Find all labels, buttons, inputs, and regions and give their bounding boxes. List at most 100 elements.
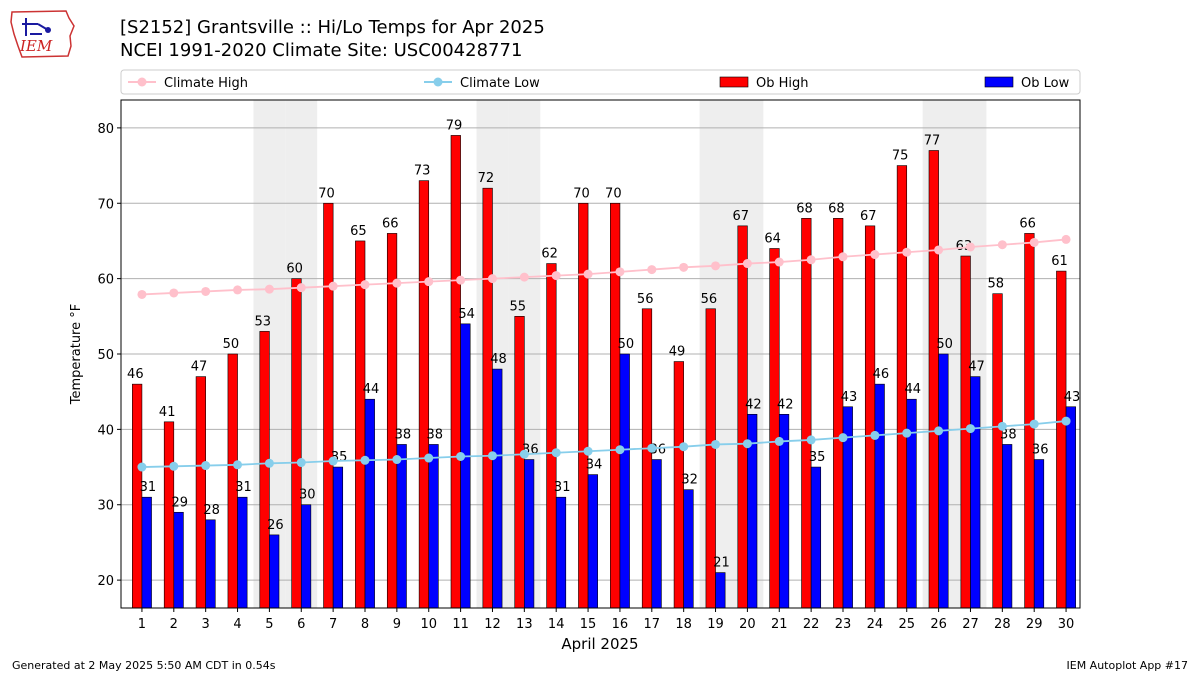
ob-low-bar	[237, 496, 248, 609]
x-tick-label: 19	[707, 617, 724, 632]
ob-low-label: 26	[267, 518, 284, 533]
x-axis-label: April 2025	[561, 635, 638, 653]
ob-high-label: 60	[286, 262, 303, 277]
climate-high-point	[997, 240, 1007, 250]
legend-label: Ob Low	[1021, 76, 1070, 91]
x-tick-label: 1	[138, 617, 146, 632]
x-tick-label: 20	[739, 617, 756, 632]
ob-high-bar	[355, 240, 366, 609]
ob-high-bar	[514, 316, 525, 609]
ob-low-label: 44	[363, 382, 380, 397]
climate-high-point	[774, 257, 784, 267]
ob-high-bar	[323, 202, 334, 609]
climate-high-point	[1029, 237, 1039, 247]
climate-low-point	[902, 428, 912, 438]
weather-station-icon	[22, 18, 49, 36]
climate-low-point	[711, 439, 721, 449]
ob-low-bar	[1033, 459, 1045, 609]
x-axis: 1 2 3 4 5 6 7 8 9 10 11 12 13 14 15 16 17 18 19 20 21 22 23 24 2…	[138, 608, 1074, 632]
x-tick-label: 27	[962, 617, 979, 632]
ob-low-label: 38	[426, 427, 443, 442]
climate-high-line	[141, 238, 1067, 296]
ob-low-bar	[874, 383, 885, 609]
climate-lines	[137, 234, 1071, 472]
x-tick-label: 21	[771, 617, 788, 632]
climate-high-point	[551, 271, 561, 281]
climate-low-point	[647, 443, 657, 453]
climate-low-point	[934, 426, 944, 436]
ob-low-label: 44	[904, 382, 921, 397]
climate-high-point	[328, 281, 338, 291]
climate-low-point	[201, 461, 211, 471]
bar-value-labels: 46 31 41 29 47 28 50 31 53 26 60 30 70 35 65 44 66 38 73 38…	[127, 118, 1080, 570]
y-tick-label: 20	[97, 574, 114, 589]
climate-high-point	[169, 288, 179, 298]
climate-high-point	[201, 286, 211, 296]
ob-low-label: 30	[299, 488, 316, 503]
climate-low-point	[965, 424, 975, 434]
generated-timestamp: Generated at 2 May 2025 5:50 AM CDT in 0…	[12, 659, 276, 672]
ob-high-label: 68	[796, 201, 813, 216]
ob-low-bar	[587, 474, 598, 609]
ob-high-label: 46	[127, 367, 144, 382]
climate-low-point	[137, 462, 147, 472]
ob-low-bar	[938, 353, 949, 609]
x-tick-label: 28	[994, 617, 1011, 632]
x-tick-label: 5	[265, 617, 273, 632]
y-tick-label: 70	[97, 197, 114, 212]
climate-low-point	[551, 448, 561, 458]
ob-low-bar	[715, 572, 726, 609]
ob-high-bar	[259, 331, 270, 609]
climate-low-line	[141, 420, 1067, 468]
x-tick-label: 29	[1026, 617, 1043, 632]
climate-high-point	[583, 269, 593, 279]
legend: Climate High Climate Low Ob High Ob Low	[120, 69, 1081, 95]
x-tick-label: 23	[835, 617, 852, 632]
ob-high-label: 67	[733, 209, 750, 224]
climate-low-point	[296, 458, 306, 468]
climate-low-point	[264, 458, 274, 468]
y-axis-label: Temperature °F	[69, 304, 84, 405]
x-tick-label: 14	[548, 617, 565, 632]
legend-label: Climate High	[164, 76, 248, 91]
climate-low-point	[392, 455, 402, 465]
ob-high-label: 47	[191, 360, 208, 375]
ob-low-bar	[396, 444, 407, 609]
climate-high-point	[870, 250, 880, 260]
ob-high-label: 50	[223, 337, 240, 352]
climate-low-point	[328, 456, 338, 466]
ob-low-label: 28	[203, 503, 220, 518]
ob-low-label: 31	[554, 480, 571, 495]
x-tick-label: 16	[612, 617, 629, 632]
ob-low-bar	[555, 496, 567, 609]
ob-low-bar	[173, 511, 184, 609]
iem-logo: IEM	[10, 10, 75, 58]
app-credit: IEM Autoplot App #17	[1066, 659, 1189, 672]
legend-swatch-marker	[433, 77, 443, 87]
ob-high-label: 62	[541, 247, 558, 262]
ob-high-bar	[769, 248, 780, 609]
ob-low-label: 38	[395, 427, 412, 442]
climate-high-point	[934, 245, 944, 255]
climate-low-point	[519, 449, 529, 459]
ob-low-bar	[300, 504, 312, 609]
x-tick-label: 6	[297, 617, 305, 632]
ob-high-bar	[610, 202, 621, 609]
ob-low-label: 42	[745, 397, 762, 412]
climate-high-point	[424, 277, 434, 287]
y-tick-label: 80	[97, 122, 114, 137]
ob-low-label: 38	[1000, 427, 1017, 442]
ob-low-bar	[364, 398, 375, 609]
climate-high-point	[965, 242, 975, 252]
ob-low-bar	[619, 353, 630, 609]
ob-low-label: 21	[713, 556, 730, 571]
ob-low-bar	[970, 376, 981, 609]
ob-low-bar	[269, 534, 280, 609]
x-tick-label: 4	[233, 617, 241, 632]
climate-high-point	[360, 280, 370, 290]
climate-high-point	[615, 267, 625, 277]
x-tick-label: 13	[516, 617, 533, 632]
ob-high-label: 68	[828, 201, 845, 216]
x-tick-label: 15	[580, 617, 597, 632]
